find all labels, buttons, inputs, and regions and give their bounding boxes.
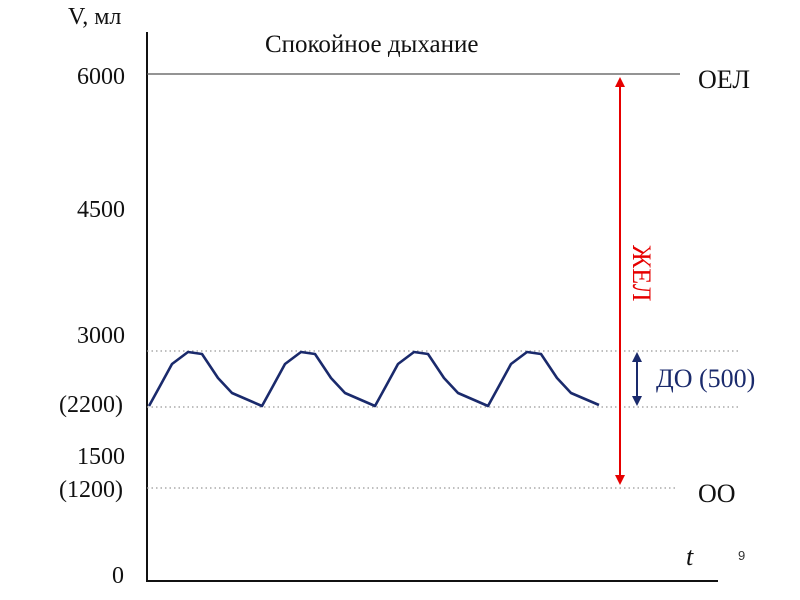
zhel-label: ЖЕЛ [627, 245, 656, 301]
do-label: ДО (500) [656, 364, 755, 393]
y-tick-6000: 6000 [77, 64, 125, 90]
x-axis-label: t [686, 542, 694, 571]
y-tick-2200: (2200) [59, 392, 123, 418]
y-axis-label: V, мл [68, 4, 121, 30]
y-tick-0: 0 [112, 563, 124, 589]
breathing-curve [147, 350, 600, 408]
page-number: 9 [738, 548, 746, 563]
oo-label: ОО [698, 479, 736, 508]
oel-label: ОЕЛ [698, 65, 750, 94]
y-tick-1500: 1500 [77, 444, 125, 470]
chart-title: Спокойное дыхание [265, 31, 478, 58]
y-tick-1200: (1200) [59, 477, 123, 503]
y-tick-3000: 3000 [77, 323, 125, 349]
y-tick-4500: 4500 [77, 197, 125, 223]
